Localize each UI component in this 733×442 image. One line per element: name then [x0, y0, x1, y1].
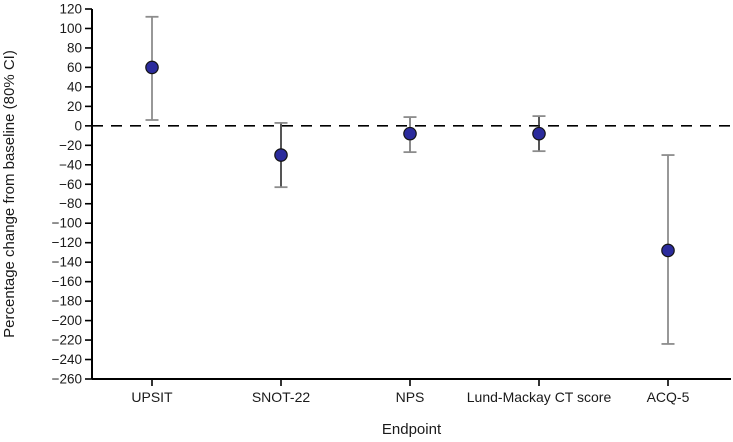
y-tick-label: −20 — [59, 138, 82, 153]
y-tick-label: −80 — [59, 196, 82, 211]
y-tick-label: −180 — [52, 294, 82, 309]
y-tick-label: 60 — [67, 60, 82, 75]
y-tick-label: −260 — [52, 372, 82, 387]
x-category-label: UPSIT — [131, 389, 173, 405]
x-category-label: NPS — [396, 389, 425, 405]
y-axis-title: Percentage change from baseline (80% CI) — [1, 50, 18, 338]
data-point-marker — [274, 148, 288, 162]
x-axis-title: Endpoint — [382, 421, 442, 438]
y-tick-label: 40 — [67, 79, 82, 94]
data-point-marker — [403, 126, 417, 141]
y-tick-label: −120 — [52, 235, 82, 250]
y-tick-label: −140 — [52, 255, 82, 270]
y-tick-label: 0 — [74, 118, 82, 133]
data-point-marker — [532, 126, 546, 141]
y-tick-label: −200 — [52, 313, 82, 328]
y-tick-label: 20 — [67, 99, 82, 114]
y-tick-label: 100 — [59, 21, 82, 36]
y-tick-label: −60 — [59, 177, 82, 192]
y-tick-label: −100 — [52, 216, 82, 231]
x-category-label: Lund-Mackay CT score — [467, 389, 612, 405]
data-point-marker — [145, 60, 159, 75]
y-tick-label: −40 — [59, 157, 82, 172]
y-tick-label: −160 — [52, 274, 82, 289]
y-tick-label: −240 — [52, 352, 82, 367]
y-tick-label: 80 — [67, 40, 82, 55]
x-category-label: SNOT-22 — [252, 389, 311, 405]
y-tick-label: 120 — [59, 2, 82, 17]
data-point-marker — [661, 243, 675, 258]
y-tick-label: −220 — [52, 333, 82, 348]
x-category-label: ACQ-5 — [647, 389, 690, 405]
